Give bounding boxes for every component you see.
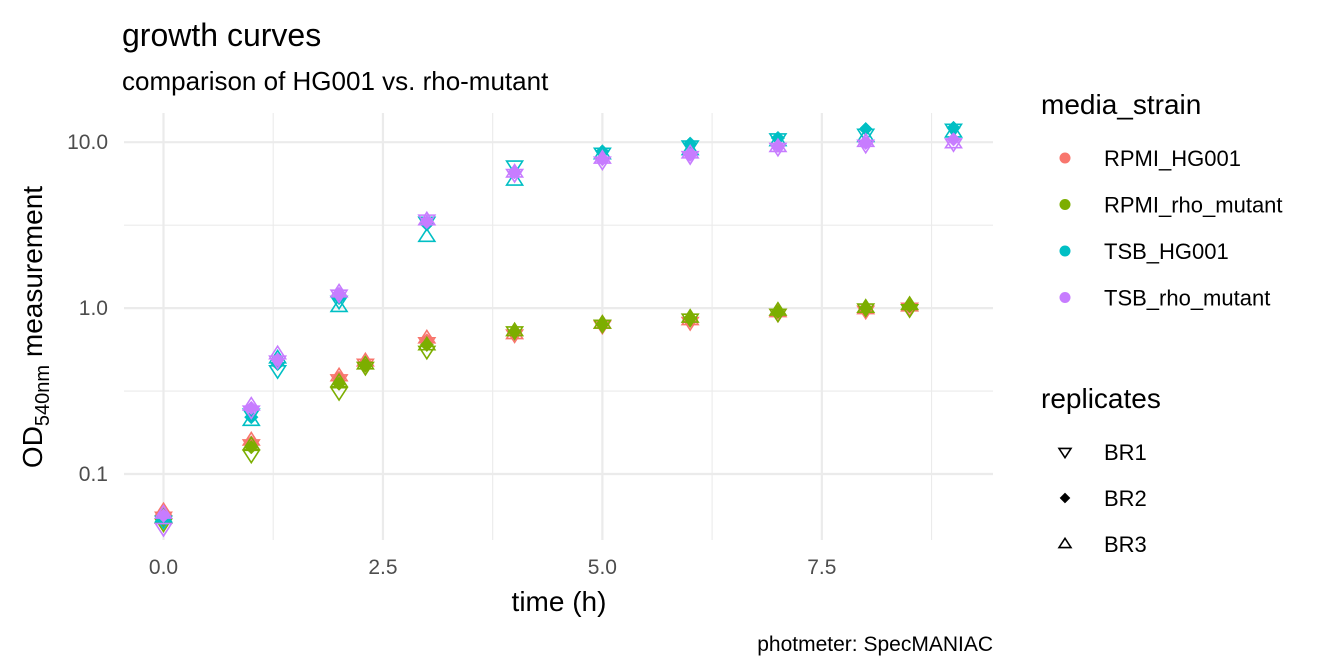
legend-color-key (1059, 245, 1071, 257)
data-point (154, 522, 173, 538)
y-tick-label: 10.0 (67, 131, 108, 154)
x-axis-title: time (h) (512, 586, 607, 617)
data-points (154, 120, 963, 538)
legend-color-title: media_strain (1041, 89, 1201, 120)
data-point (768, 301, 788, 316)
data-point (355, 354, 375, 370)
legend-shape-label: BR2 (1104, 486, 1147, 511)
data-point (329, 297, 349, 313)
data-point (856, 132, 876, 148)
data-point (770, 138, 786, 154)
data-point (680, 144, 700, 159)
data-point (329, 372, 349, 388)
data-point (592, 314, 612, 329)
legend-color-key (1059, 199, 1071, 210)
legend-color-label: TSB_rho_mutant (1104, 286, 1270, 311)
legend-color-label: TSB_HG001 (1104, 239, 1229, 264)
x-tick-label: 2.5 (368, 556, 397, 579)
x-tick-label: 5.0 (588, 556, 617, 579)
data-point (505, 160, 525, 175)
data-point (417, 335, 437, 351)
data-point (768, 137, 788, 153)
y-tick-label: 1.0 (79, 297, 108, 320)
x-axis-ticks: 0.0 2.5 5.0 7.5 (149, 556, 837, 579)
legend-shape-key (1057, 536, 1073, 549)
chart-subtitle: comparison of HG001 vs. rho-mutant (122, 66, 549, 96)
data-point (944, 133, 963, 149)
data-point (154, 504, 173, 519)
data-point (268, 344, 288, 360)
legend-shape-key (1059, 492, 1071, 504)
data-point (241, 411, 261, 427)
data-point (592, 149, 612, 164)
data-point (680, 308, 700, 323)
data-point (417, 210, 437, 226)
legend-color-key (1059, 152, 1071, 164)
legend-shape-label: BR3 (1104, 532, 1147, 557)
data-point (900, 295, 920, 311)
legend-color-label: RPMI_HG001 (1104, 146, 1241, 171)
y-axis-title: OD540nm measurement (17, 186, 54, 468)
data-point (241, 396, 261, 411)
y-tick-label: 0.1 (79, 463, 108, 486)
legend-shape: BR1 BR2 BR3 (1057, 440, 1147, 557)
y-axis-title-main: OD (17, 426, 48, 468)
y-axis-title-subscript: 540nm (32, 365, 54, 426)
data-point (858, 135, 873, 151)
legend-shape-title: replicates (1041, 383, 1161, 414)
y-axis-ticks: 0.1 1.0 10.0 (67, 131, 108, 486)
data-point (241, 435, 261, 451)
data-point (505, 321, 525, 337)
data-point (270, 352, 285, 367)
data-point (946, 132, 961, 147)
legend-color-label: RPMI_rho_mutant (1104, 193, 1283, 218)
legend-color: RPMI_HG001 RPMI_rho_mutant TSB_HG001 TSB_rh… (1059, 146, 1283, 311)
x-tick-label: 7.5 (807, 556, 836, 579)
data-point (329, 282, 349, 298)
plot-grid (124, 113, 993, 540)
x-tick-label: 0.0 (149, 556, 178, 579)
legend-shape-label: BR1 (1104, 440, 1147, 465)
chart-title: growth curves (122, 17, 321, 53)
data-point (417, 227, 437, 243)
legend-color-key (1059, 292, 1071, 303)
data-point (505, 163, 525, 178)
y-axis-title-suffix: measurement (17, 186, 48, 365)
data-point (505, 171, 525, 186)
legend-shape-key (1057, 447, 1073, 460)
chart-caption: photmeter: SpecMANIAC (757, 633, 993, 656)
data-point (856, 298, 876, 313)
